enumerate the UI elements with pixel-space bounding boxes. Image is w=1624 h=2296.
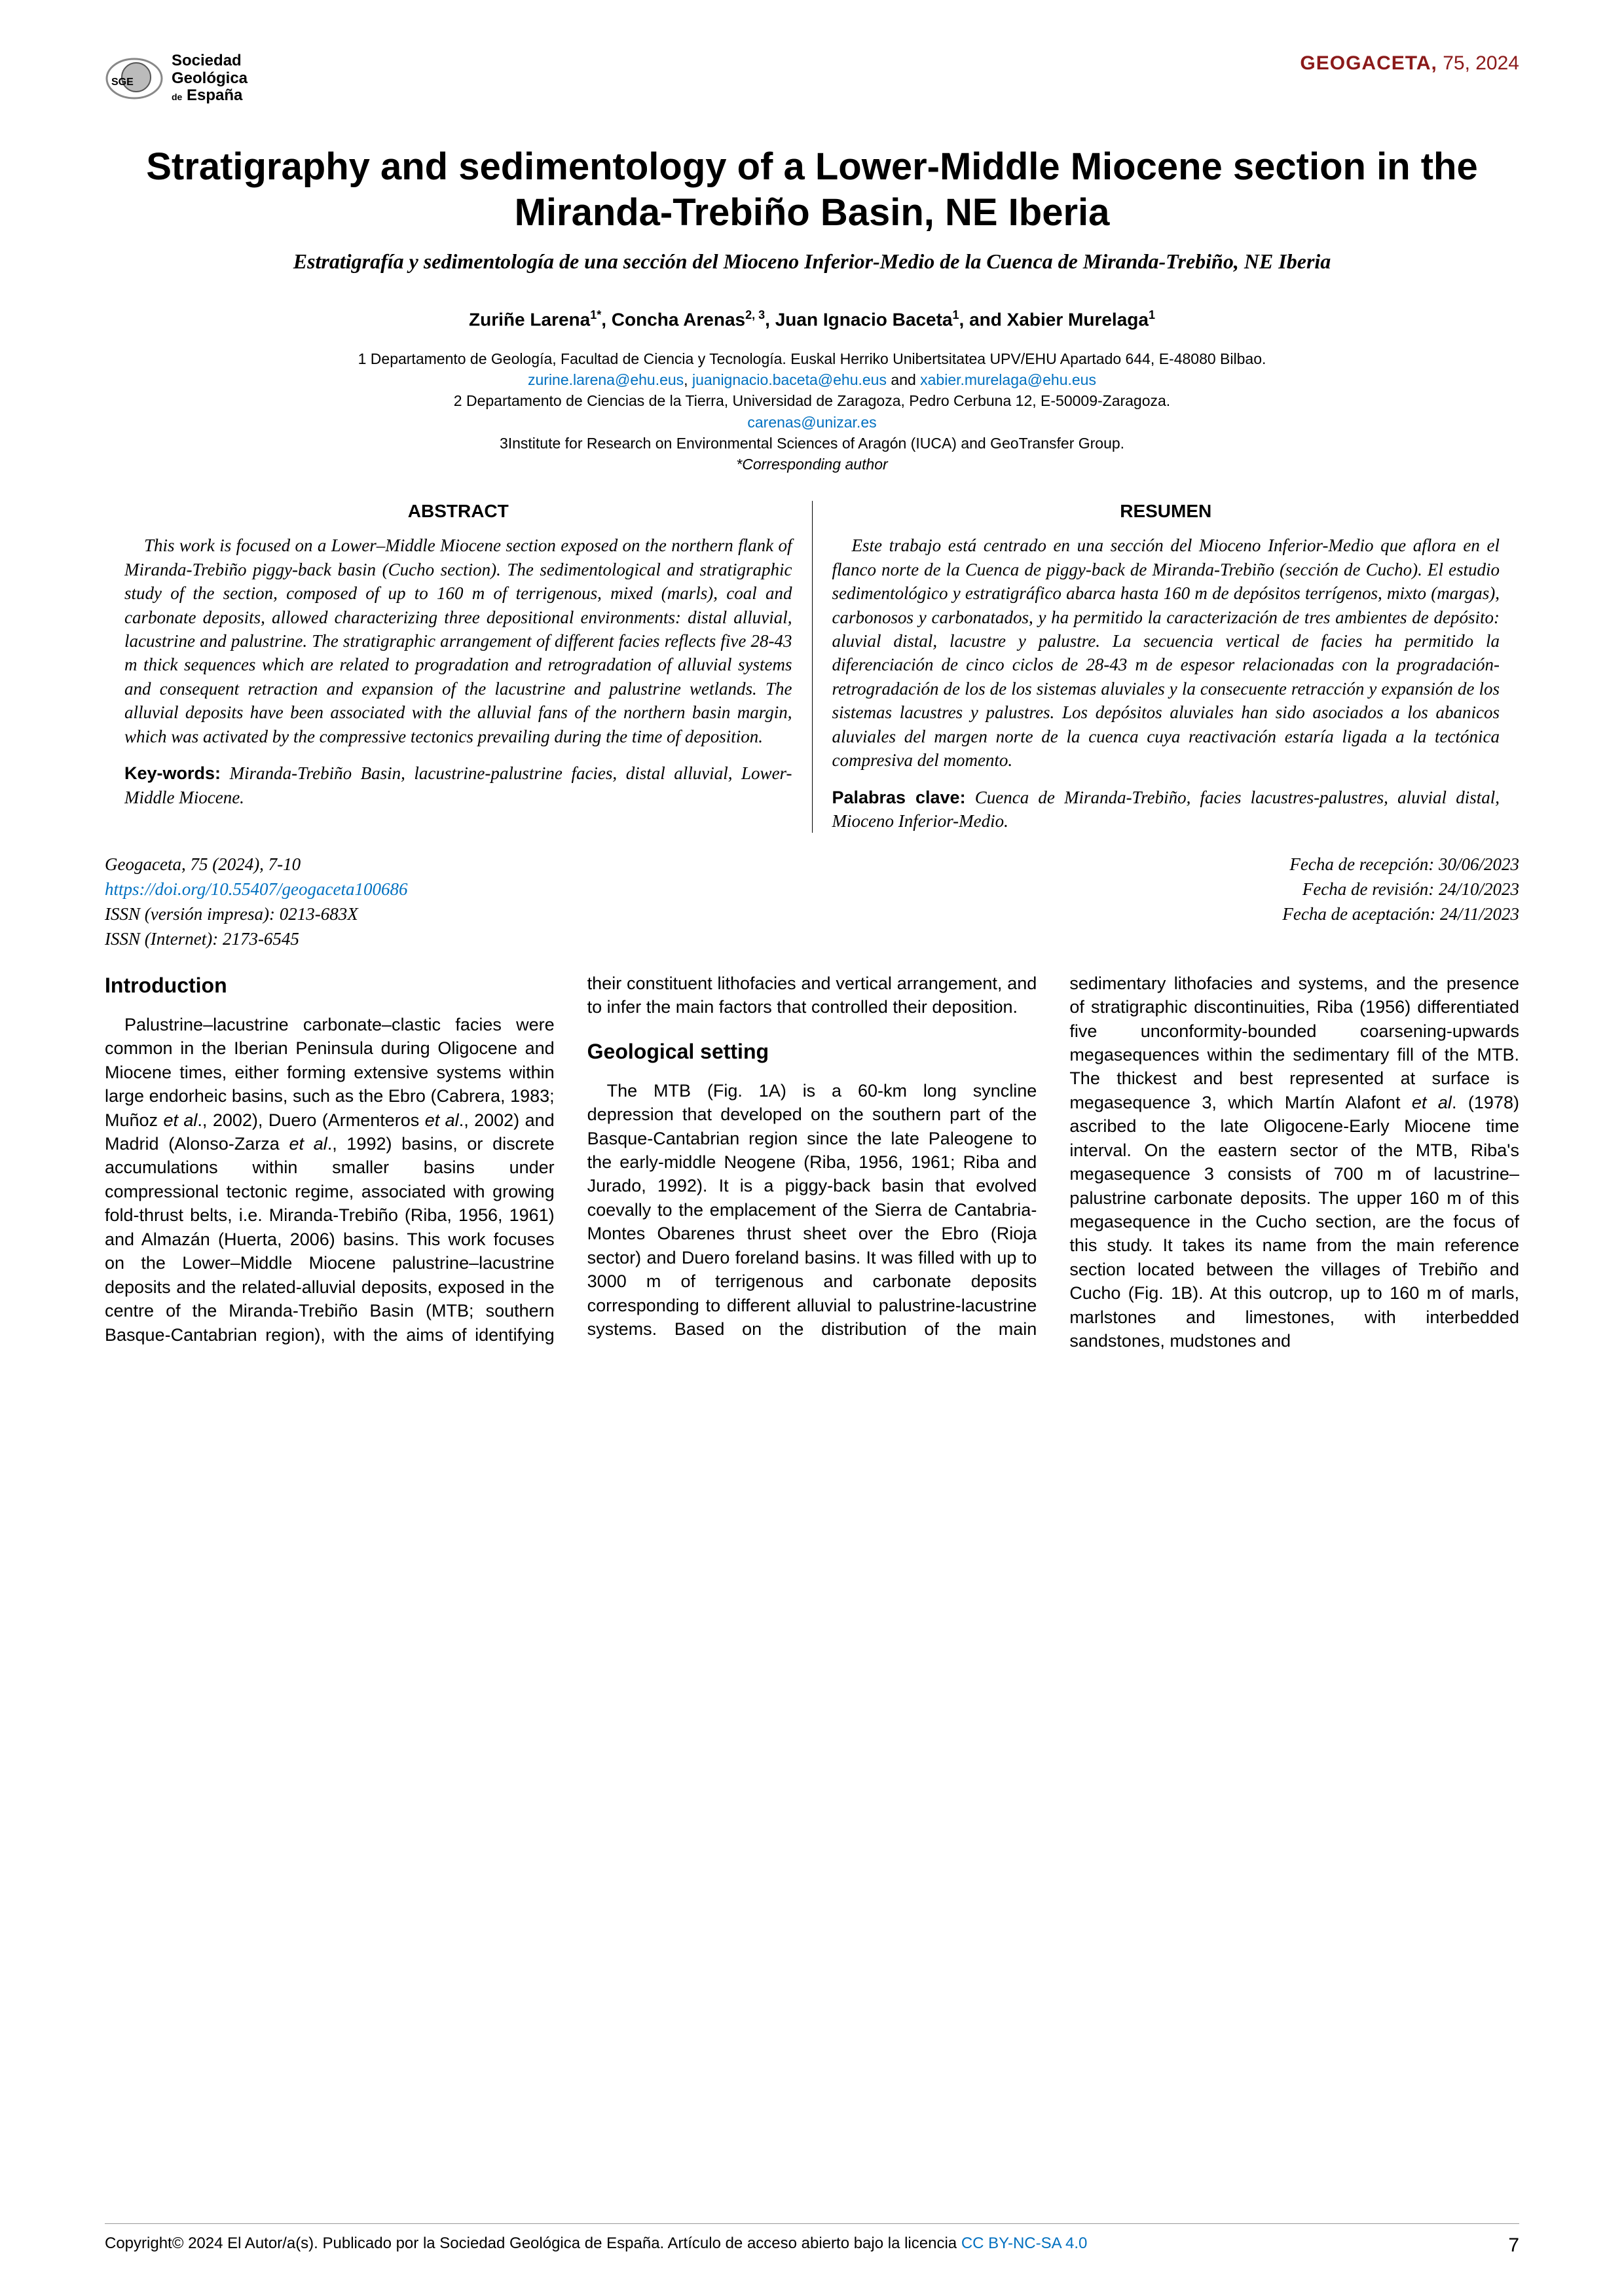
logo-prefix: de (172, 92, 182, 102)
doi-link[interactable]: https://doi.org/10.55407/geogaceta100686 (105, 877, 407, 902)
keywords-label-en: Key-words: (124, 763, 221, 783)
journal-issue: GEOGACETA, 75, 2024 (1300, 52, 1519, 75)
abstract-heading-es: RESUMEN (832, 501, 1500, 522)
issue-number: 75, 2024 (1437, 52, 1519, 74)
abstract-heading-en: ABSTRACT (124, 501, 792, 522)
citation-dates: Fecha de recepción: 30/06/2023 Fecha de … (1282, 852, 1519, 951)
etal: et al (1412, 1093, 1452, 1112)
logo-line1: Sociedad (172, 52, 248, 69)
sge-logo-icon: SGE (105, 52, 164, 105)
date-revised: Fecha de revisión: 24/10/2023 (1282, 877, 1519, 902)
affiliation-3: 3Institute for Research on Environmental… (500, 435, 1124, 452)
page-number: 7 (1508, 2234, 1519, 2257)
issn-print: ISSN (versión impresa): 0213-683X (105, 902, 407, 927)
sep: , (684, 371, 692, 388)
logo-line3: España (187, 86, 242, 104)
geo-paragraph: The MTB (Fig. 1A) is a 60-km long syncli… (587, 972, 1519, 1353)
t: ., 2002), Duero (Armenteros (197, 1110, 424, 1130)
copyright: Copyright© 2024 El Autor/a(s). Publicado… (105, 2234, 961, 2252)
keywords-text-en: Miranda-Trebiño Basin, lacustrine-palust… (124, 763, 792, 807)
t: . (1978) ascribed to the late Oligocene-… (1069, 1093, 1519, 1351)
email-larena[interactable]: zurine.larena@ehu.eus (528, 371, 684, 388)
page-header: SGE Sociedad Geológica de España GEOGACE… (105, 52, 1519, 105)
body-columns: Introduction Palustrine–lacustrine carbo… (105, 972, 1519, 1353)
keywords-label-es: Palabras clave: (832, 788, 966, 807)
etal: et al (425, 1110, 459, 1130)
email-murelaga[interactable]: xabier.murelaga@ehu.eus (920, 371, 1096, 388)
page-footer: Copyright© 2024 El Autor/a(s). Publicado… (105, 2223, 1519, 2257)
authors-list: Zuriñe Larena1*, Concha Arenas2, 3, Juan… (105, 308, 1519, 330)
corresponding-author-note: *Corresponding author (105, 454, 1519, 475)
affiliation-1: 1 Departamento de Geología, Facultad de … (358, 350, 1266, 367)
keywords-en: Key-words: Miranda-Trebiño Basin, lacust… (124, 761, 792, 809)
and: and (887, 371, 920, 388)
issn-web: ISSN (Internet): 2173-6545 (105, 927, 407, 952)
intro-heading: Introduction (105, 972, 555, 1000)
abstract-en: ABSTRACT This work is focused on a Lower… (105, 501, 813, 833)
article-title: Stratigraphy and sedimentology of a Lowe… (105, 144, 1519, 235)
keywords-es: Palabras clave: Cuenca de Miranda-Trebiñ… (832, 786, 1500, 833)
society-logo: SGE Sociedad Geológica de España (105, 52, 248, 105)
journal-name: GEOGACETA, (1300, 52, 1437, 74)
citation-block: Geogaceta, 75 (2024), 7-10 https://doi.o… (105, 852, 1519, 951)
abstract-body-en: This work is focused on a Lower–Middle M… (124, 534, 792, 748)
email-arenas[interactable]: carenas@unizar.es (747, 414, 876, 431)
copyright-text: Copyright© 2024 El Autor/a(s). Publicado… (105, 2234, 1087, 2257)
citation-left: Geogaceta, 75 (2024), 7-10 https://doi.o… (105, 852, 407, 951)
svg-text:SGE: SGE (111, 77, 134, 88)
affiliations: 1 Departamento de Geología, Facultad de … (105, 348, 1519, 475)
citation-ref: Geogaceta, 75 (2024), 7-10 (105, 852, 407, 877)
society-name: Sociedad Geológica de España (172, 52, 248, 104)
logo-line2: Geológica (172, 70, 248, 87)
abstracts: ABSTRACT This work is focused on a Lower… (105, 501, 1519, 833)
email-baceta[interactable]: juanignacio.baceta@ehu.eus (692, 371, 887, 388)
geological-setting-heading: Geological setting (587, 1038, 1037, 1066)
abstract-es: RESUMEN Este trabajo está centrado en un… (813, 501, 1520, 833)
license-link[interactable]: CC BY-NC-SA 4.0 (961, 2234, 1088, 2252)
etal: et al (163, 1110, 197, 1130)
abstract-body-es: Este trabajo está centrado en una secció… (832, 534, 1500, 772)
date-received: Fecha de recepción: 30/06/2023 (1282, 852, 1519, 877)
article-subtitle-es: Estratigrafía y sedimentología de una se… (105, 248, 1519, 276)
date-accepted: Fecha de aceptación: 24/11/2023 (1282, 902, 1519, 927)
affiliation-2: 2 Departamento de Ciencias de la Tierra,… (454, 392, 1170, 409)
etal: et al (289, 1134, 327, 1154)
